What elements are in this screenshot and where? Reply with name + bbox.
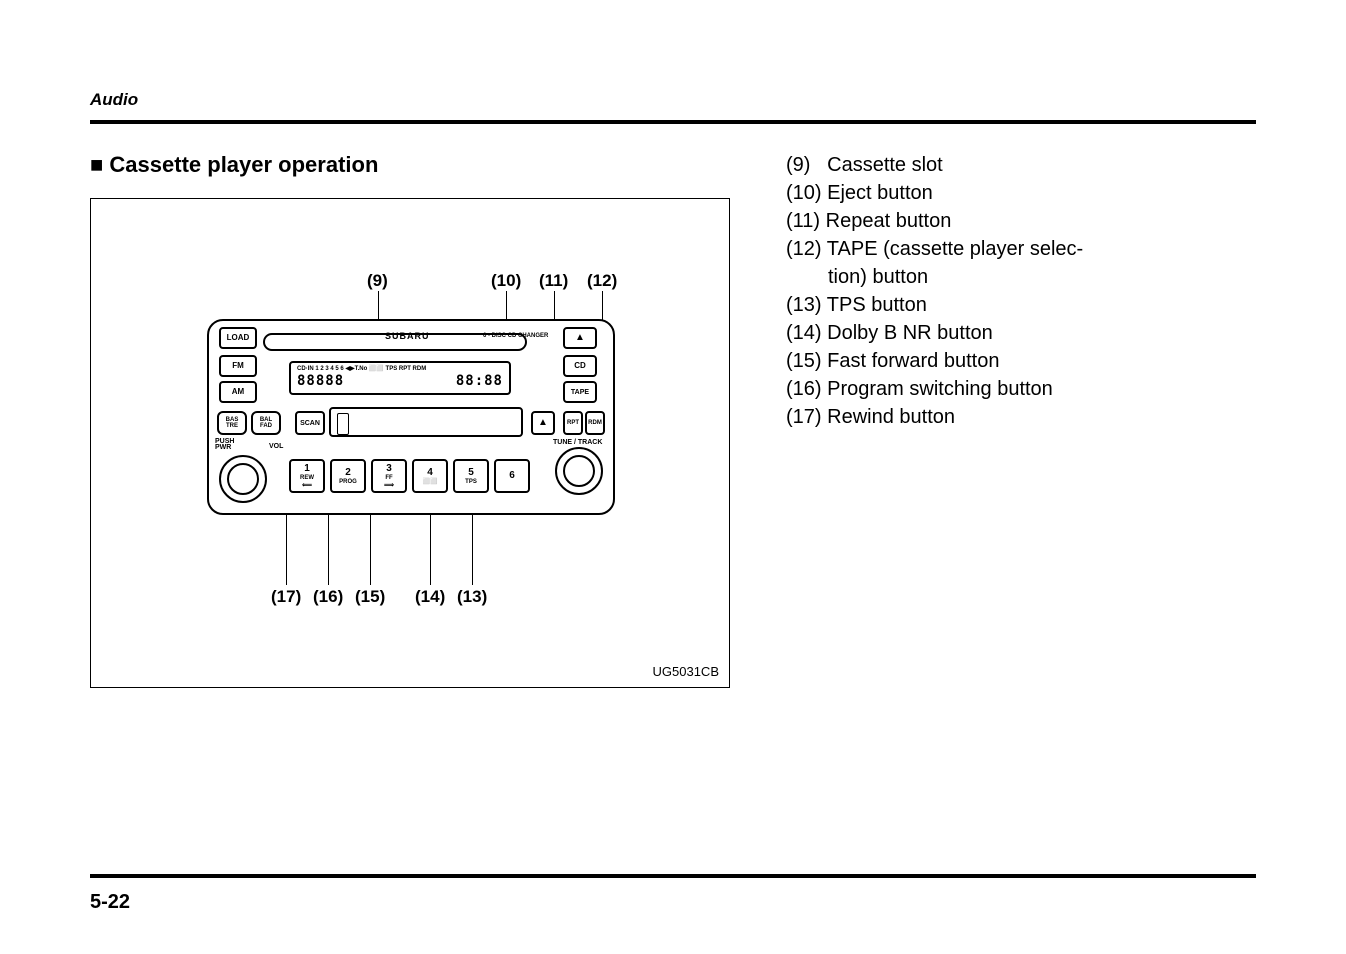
legend-text: Program switching button	[827, 378, 1053, 400]
section-label: Audio	[90, 90, 1256, 110]
legend-num: (10)	[786, 182, 822, 204]
lcd-seg-left: 88888	[297, 373, 344, 389]
legend-text: Dolby B NR button	[827, 322, 993, 344]
preset-num: 5	[468, 468, 474, 478]
preset-6[interactable]: 6	[494, 459, 530, 493]
preset-sub: FF	[385, 475, 392, 481]
load-button[interactable]: LOAD	[219, 327, 257, 349]
dolby-icon: ⬜⬜	[423, 479, 438, 485]
am-button[interactable]: AM	[219, 381, 257, 403]
tape-button[interactable]: TAPE	[563, 381, 597, 403]
scan-button[interactable]: SCAN	[295, 411, 325, 435]
preset-sub: REW	[300, 475, 314, 481]
top-rule	[90, 120, 1256, 124]
callout-16: (16)	[313, 587, 343, 607]
bottom-rule	[90, 874, 1256, 878]
legend-text: Eject button	[827, 182, 933, 204]
legend-item: (9) Cassette slot	[786, 152, 1186, 179]
cassette-eject-button[interactable]: ▲	[531, 411, 555, 435]
preset-2-prog[interactable]: 2 PROG	[330, 459, 366, 493]
rdm-button[interactable]: RDM	[585, 411, 605, 435]
cd-button[interactable]: CD	[563, 355, 597, 377]
legend-item: (14) Dolby B NR button	[786, 320, 1186, 347]
legend-num: (15)	[786, 350, 822, 372]
content-row: ■ Cassette player operation (9) (10) (11…	[90, 152, 1256, 688]
lcd-top-line: CD·IN 1 2 3 4 5 6 ◀▶T.No ⬜⬜ TPS RPT RDM	[297, 365, 426, 372]
preset-3-ff[interactable]: 3 FF ⟹	[371, 459, 407, 493]
preset-4-dolby[interactable]: 4 ⬜⬜	[412, 459, 448, 493]
legend-text: Repeat button	[826, 210, 952, 232]
preset-num: 3	[386, 464, 392, 474]
cassette-slot[interactable]	[329, 407, 523, 437]
legend-text: TPS button	[827, 294, 927, 316]
legend-item: (10) Eject button	[786, 180, 1186, 207]
preset-row: 1 REW ⟸ 2 PROG 3 FF ⟹	[289, 459, 530, 493]
figure-box: (9) (10) (11) (12) (17) (16) (15) (14) (…	[90, 198, 730, 688]
right-column: (9) Cassette slot (10) Eject button (11)…	[786, 152, 1186, 688]
legend-item: (16) Program switching button	[786, 376, 1186, 403]
legend-num: (12)	[786, 238, 822, 260]
fm-button[interactable]: FM	[219, 355, 257, 377]
callout-10: (10)	[491, 271, 521, 291]
tune-track-label: TUNE / TRACK	[553, 439, 602, 446]
callout-13: (13)	[457, 587, 487, 607]
legend-item: (11) Repeat button	[786, 208, 1186, 235]
legend-num: (16)	[786, 378, 822, 400]
preset-1-rew[interactable]: 1 REW ⟸	[289, 459, 325, 493]
page: Audio ■ Cassette player operation (9) (1…	[0, 0, 1346, 954]
vol-label: VOL	[269, 443, 283, 450]
legend-num: (11)	[786, 210, 820, 232]
rpt-button[interactable]: RPT	[563, 411, 583, 435]
figure-inner: (9) (10) (11) (12) (17) (16) (15) (14) (…	[91, 199, 729, 687]
legend-text: Cassette slot	[827, 154, 943, 176]
legend-item: (17) Rewind button	[786, 404, 1186, 431]
callout-12: (12)	[587, 271, 617, 291]
radio-unit: LOAD SUBARU 6 - DISC CD CHANGER FM AM ▲ …	[207, 319, 615, 515]
power-volume-knob[interactable]	[219, 455, 267, 503]
page-number: 5-22	[90, 891, 130, 914]
legend-text: Fast forward button	[827, 350, 999, 372]
bas-tre-button[interactable]: BAS TRE	[217, 411, 247, 435]
lcd-display: CD·IN 1 2 3 4 5 6 ◀▶T.No ⬜⬜ TPS RPT RDM …	[289, 361, 511, 395]
left-column: ■ Cassette player operation (9) (10) (11…	[90, 152, 730, 688]
callout-15: (15)	[355, 587, 385, 607]
legend-text: Rewind button	[827, 406, 955, 428]
rewind-icon: ⟸	[302, 482, 312, 489]
legend-num: (17)	[786, 406, 822, 428]
legend-item: (12) TAPE (cassette player selec-	[786, 236, 1186, 263]
bal-fad-button[interactable]: BAL FAD	[251, 411, 281, 435]
lcd-seg-right: 88:88	[456, 373, 503, 389]
heading: ■ Cassette player operation	[90, 152, 730, 178]
tune-track-knob[interactable]	[555, 447, 603, 495]
preset-sub: TPS	[465, 479, 477, 485]
legend-text: TAPE (cassette player selec-	[827, 238, 1083, 260]
cd-slot[interactable]	[263, 333, 527, 351]
legend-num: (9)	[786, 154, 810, 176]
callout-11: (11)	[539, 271, 568, 291]
preset-num: 4	[427, 468, 433, 478]
legend-cont: tion) button	[786, 264, 1186, 291]
figure-code: UG5031CB	[653, 664, 719, 679]
pwr-label: PUSH PWR	[215, 439, 234, 452]
preset-5-tps[interactable]: 5 TPS	[453, 459, 489, 493]
legend-item: (15) Fast forward button	[786, 348, 1186, 375]
preset-num: 2	[345, 468, 351, 478]
preset-num: 1	[304, 464, 310, 474]
preset-sub: PROG	[339, 479, 357, 485]
heading-marker: ■	[90, 152, 103, 177]
preset-num: 6	[509, 471, 515, 481]
legend-num: (13)	[786, 294, 822, 316]
callout-14: (14)	[415, 587, 445, 607]
legend-item: (13) TPS button	[786, 292, 1186, 319]
legend-num: (14)	[786, 322, 822, 344]
heading-text: Cassette player operation	[109, 152, 378, 177]
callout-9: (9)	[367, 271, 388, 291]
callout-17: (17)	[271, 587, 301, 607]
ff-icon: ⟹	[384, 482, 394, 489]
eject-top-button[interactable]: ▲	[563, 327, 597, 349]
